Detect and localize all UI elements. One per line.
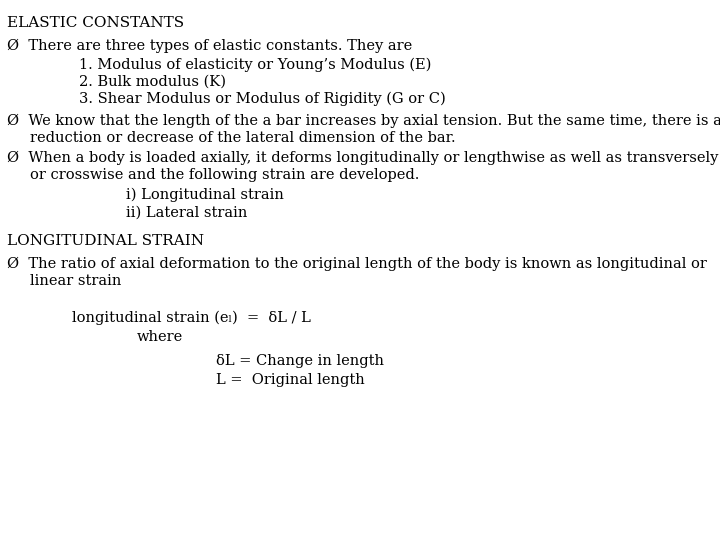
Text: longitudinal strain (eₗ)  =  δL / L: longitudinal strain (eₗ) = δL / L	[72, 310, 311, 325]
Text: or crosswise and the following strain are developed.: or crosswise and the following strain ar…	[30, 168, 420, 183]
Text: Ø  The ratio of axial deformation to the original length of the body is known as: Ø The ratio of axial deformation to the …	[7, 257, 707, 271]
Text: 3. Shear Modulus or Modulus of Rigidity (G or C): 3. Shear Modulus or Modulus of Rigidity …	[79, 91, 446, 106]
Text: ii) Lateral strain: ii) Lateral strain	[126, 205, 248, 219]
Text: ELASTIC CONSTANTS: ELASTIC CONSTANTS	[7, 16, 184, 30]
Text: δL = Change in length: δL = Change in length	[216, 354, 384, 368]
Text: reduction or decrease of the lateral dimension of the bar.: reduction or decrease of the lateral dim…	[30, 131, 456, 145]
Text: L =  Original length: L = Original length	[216, 373, 365, 387]
Text: 1. Modulus of elasticity or Young’s Modulus (E): 1. Modulus of elasticity or Young’s Modu…	[79, 58, 431, 72]
Text: Ø  When a body is loaded axially, it deforms longitudinally or lengthwise as wel: Ø When a body is loaded axially, it defo…	[7, 151, 719, 165]
Text: Ø  We know that the length of the a bar increases by axial tension. But the same: Ø We know that the length of the a bar i…	[7, 113, 720, 127]
Text: where: where	[137, 330, 183, 345]
Text: LONGITUDINAL STRAIN: LONGITUDINAL STRAIN	[7, 234, 204, 248]
Text: Ø  There are three types of elastic constants. They are: Ø There are three types of elastic const…	[7, 39, 413, 53]
Text: linear strain: linear strain	[30, 274, 122, 288]
Text: 2. Bulk modulus (K): 2. Bulk modulus (K)	[79, 75, 226, 89]
Text: i) Longitudinal strain: i) Longitudinal strain	[126, 188, 284, 202]
